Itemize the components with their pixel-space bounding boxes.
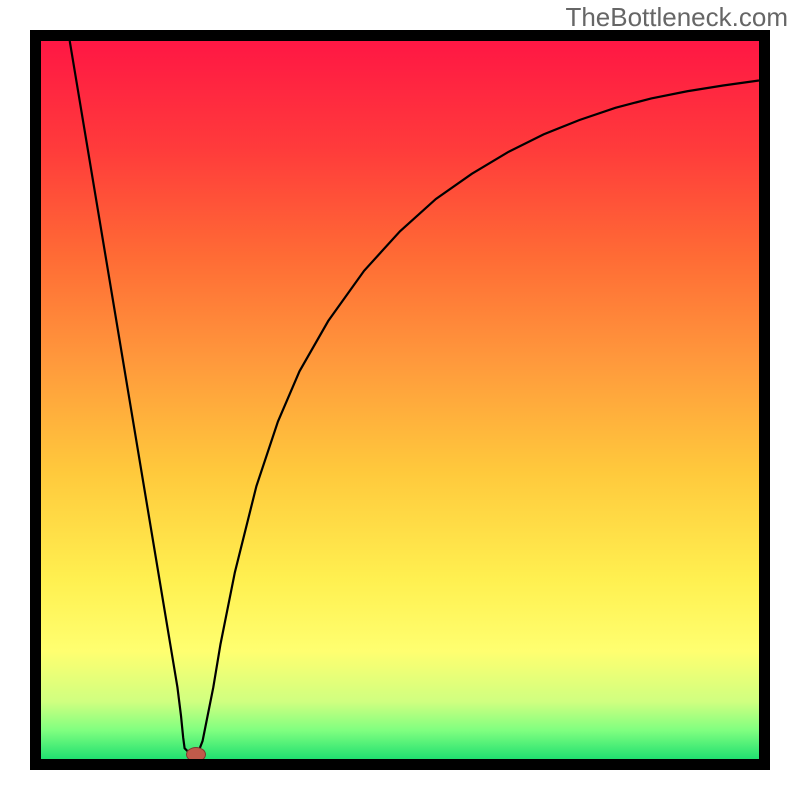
watermark-text: TheBottleneck.com	[565, 2, 788, 33]
optimal-point-marker	[186, 747, 206, 762]
chart-frame	[30, 30, 770, 770]
bottleneck-curve	[41, 41, 759, 759]
